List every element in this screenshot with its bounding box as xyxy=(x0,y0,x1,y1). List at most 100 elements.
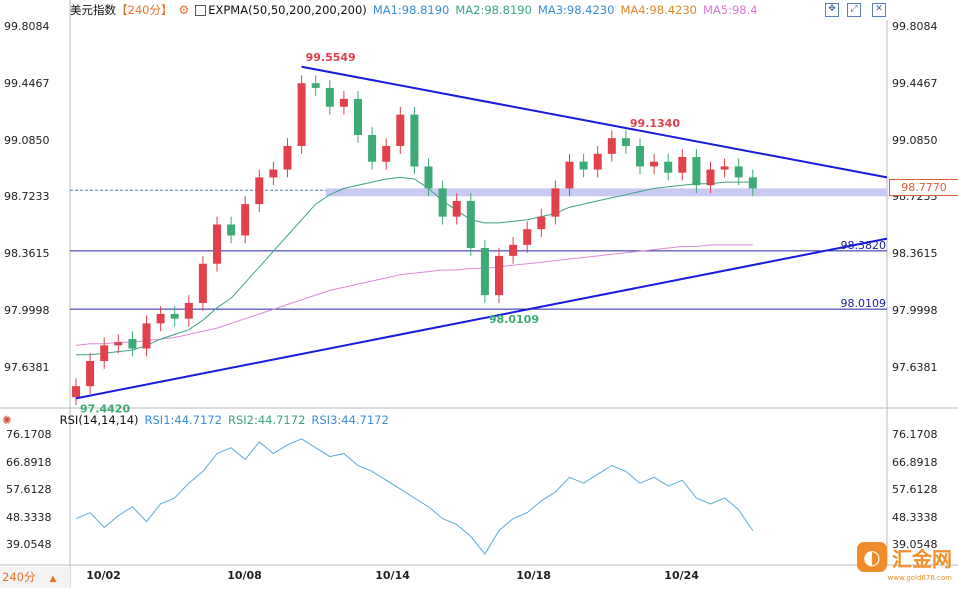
rsi-tick-right: 76.1708 xyxy=(892,428,938,442)
candle-body xyxy=(255,177,264,205)
price-tick-right: 99.0850 xyxy=(892,133,938,147)
candle-body xyxy=(368,135,377,162)
candle-body xyxy=(537,216,546,230)
close-icon[interactable]: ✕ xyxy=(872,3,886,17)
candle-body xyxy=(523,229,532,245)
candle-body xyxy=(748,177,757,189)
sun-settings-icon[interactable]: ✺ xyxy=(2,413,12,427)
price-tick-right: 98.3615 xyxy=(892,247,938,261)
gear-icon[interactable]: ⚙ xyxy=(178,3,190,17)
candle-body xyxy=(142,323,151,349)
ma4-value: MA4:98.4230 xyxy=(620,3,697,17)
last-price-tag: 98.7770 xyxy=(889,179,958,196)
price-annotation: 97.4420 xyxy=(80,402,130,415)
candle-body xyxy=(452,200,461,217)
candle-body xyxy=(706,169,715,186)
rsi-header: ✺ RSI(14,14,14) RSI1:44.7172 RSI2:44.7172 RS… xyxy=(0,411,389,429)
period-selector[interactable]: 240分 ▲ xyxy=(0,567,70,588)
candle-body xyxy=(734,166,743,178)
price-tick-left: 99.0850 xyxy=(4,133,50,147)
rsi-tick-left: 66.8918 xyxy=(6,455,52,469)
candle-body xyxy=(410,114,419,167)
rsi-label[interactable]: RSI(14,14,14) xyxy=(59,413,139,427)
rsi2-value: RSI2:44.7172 xyxy=(227,413,306,427)
time-tick: 10/02 xyxy=(86,569,121,582)
period-tag[interactable]: 【240分】 xyxy=(116,3,173,17)
rsi-tick-left: 57.6128 xyxy=(6,483,52,497)
candle-body xyxy=(692,156,701,186)
rsi-panel xyxy=(75,438,754,555)
candle-body xyxy=(382,146,391,162)
candle-body xyxy=(678,156,687,173)
caret-up-icon[interactable]: ▲ xyxy=(49,574,57,584)
rsi-tick-left: 48.3338 xyxy=(6,510,52,524)
level-label: 98.0109 xyxy=(841,297,887,310)
brand-url: www.gold678.com xyxy=(887,574,952,582)
rsi-line xyxy=(75,438,754,555)
ma1-value: MA1:98.8190 xyxy=(372,3,450,17)
rsi3-value: RSI3:44.7172 xyxy=(311,413,389,427)
candle-body xyxy=(86,361,95,387)
ma3-value: MA3:98.4230 xyxy=(537,3,615,17)
trendline xyxy=(301,65,888,179)
candle-body xyxy=(100,345,109,362)
price-tick-right: 99.4467 xyxy=(892,76,938,90)
candle-body xyxy=(128,339,137,349)
ma5-value: MA5:98.4 xyxy=(703,3,758,17)
candle-body xyxy=(636,146,644,167)
candle-body xyxy=(170,313,179,319)
expma-label[interactable]: EXPMA(50,50,200,200,200) xyxy=(208,3,367,17)
ma-slow-line xyxy=(75,244,753,346)
time-tick: 10/08 xyxy=(227,569,262,582)
candle-body xyxy=(621,138,630,147)
support-zone xyxy=(326,188,887,197)
candle-body xyxy=(198,263,207,303)
price-tick-left: 97.9998 xyxy=(4,303,50,317)
symbol-label: 美元指数 xyxy=(70,3,116,17)
rsi-tick-right: 57.6128 xyxy=(892,483,938,497)
price-tick-left: 99.4467 xyxy=(4,76,50,90)
price-tick-right: 97.6381 xyxy=(892,360,938,374)
time-tick: 10/18 xyxy=(516,569,551,582)
candle-body xyxy=(509,244,518,256)
rsi1-value: RSI1:44.7172 xyxy=(144,413,222,427)
rsi-tick-left: 76.1708 xyxy=(6,428,52,442)
candle-body xyxy=(565,161,574,189)
candle-body xyxy=(114,342,123,346)
candle-body xyxy=(241,204,250,236)
candle-body xyxy=(466,200,475,249)
price-tick-right: 99.8084 xyxy=(892,19,938,33)
rsi-tick-left: 39.0548 xyxy=(6,538,52,552)
candle-body xyxy=(156,313,165,324)
candle-body xyxy=(213,224,221,264)
candle-body xyxy=(311,83,320,88)
price-tick-left: 98.3615 xyxy=(4,247,50,261)
candle-body xyxy=(650,161,659,167)
candle-body xyxy=(551,188,560,217)
candle-body xyxy=(325,87,334,107)
candle-body xyxy=(720,166,729,170)
rsi-tick-right: 66.8918 xyxy=(892,455,938,469)
price-annotation: 99.5549 xyxy=(306,51,356,64)
price-annotation: 98.0109 xyxy=(489,313,539,326)
brand-logo-icon: ◐ xyxy=(857,542,887,572)
ma2-value: MA2:98.8190 xyxy=(455,3,532,17)
candle-body xyxy=(297,83,306,147)
rsi-tick-right: 39.0548 xyxy=(892,538,938,552)
price-tick-left: 99.8084 xyxy=(4,19,50,33)
candle-body xyxy=(607,138,616,154)
candle-body xyxy=(480,248,489,296)
level-label: 98.3820 xyxy=(841,239,887,252)
fullscreen-icon[interactable]: ⤢ xyxy=(847,3,861,17)
expand-icon[interactable]: ✥ xyxy=(825,3,839,17)
indicator-toggle-icon[interactable] xyxy=(195,5,207,16)
candle-body xyxy=(227,224,236,236)
candle-body xyxy=(72,386,80,398)
price-panel: 98.3820 98.0109 99.5549 99.1340 98.0109 97.44… xyxy=(70,51,888,415)
time-tick: 10/24 xyxy=(664,569,699,582)
candle-body xyxy=(424,166,433,189)
candle-body xyxy=(339,98,348,107)
candle-body xyxy=(579,161,588,170)
period-selector-label: 240分 xyxy=(2,570,36,584)
